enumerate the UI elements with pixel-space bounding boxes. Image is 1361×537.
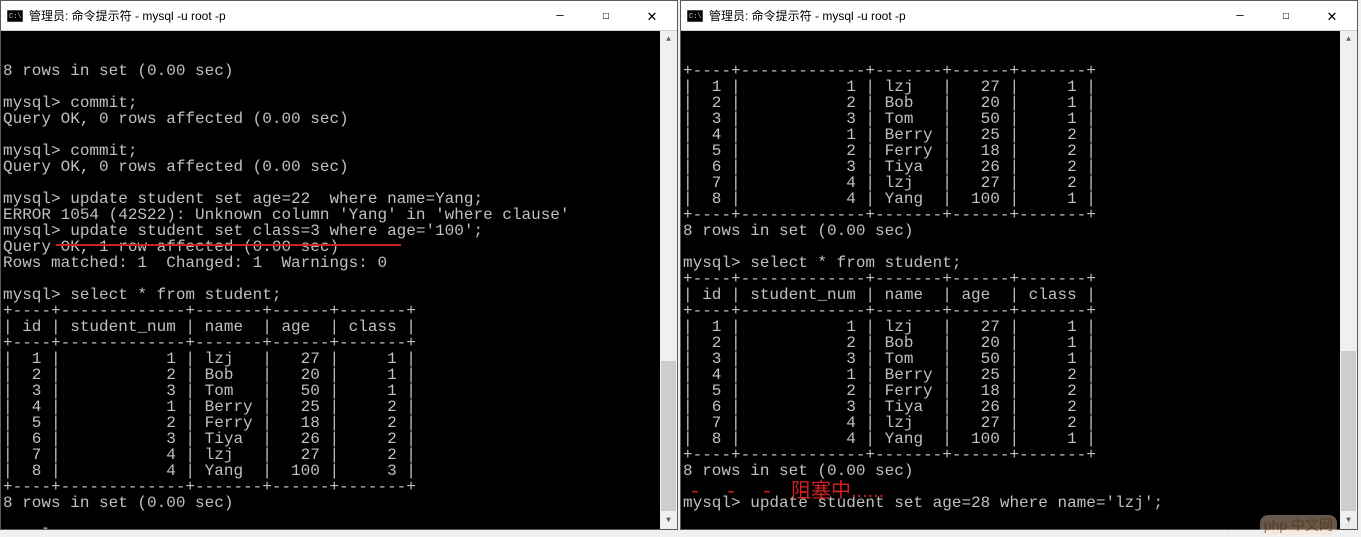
left-titlebar[interactable]: C:\ 管理员: 命令提示符 - mysql -u root -p ─ ☐ ✕ bbox=[1, 1, 677, 31]
terminal-line: 8 rows in set (0.00 sec) bbox=[683, 223, 1355, 239]
minimize-button[interactable]: ─ bbox=[1217, 2, 1263, 30]
svg-text:C:\: C:\ bbox=[689, 13, 702, 21]
red-underline-annotation bbox=[56, 244, 401, 246]
cmd-icon: C:\ bbox=[687, 8, 703, 24]
close-button[interactable]: ✕ bbox=[629, 2, 675, 30]
terminal-line: | 4 | 1 | Berry | 25 | 2 | bbox=[683, 367, 1355, 383]
terminal-line: +----+-------------+-------+------+-----… bbox=[683, 271, 1355, 287]
svg-text:C:\: C:\ bbox=[9, 13, 22, 21]
terminal-line: +----+-------------+-------+------+-----… bbox=[683, 447, 1355, 463]
terminal-line bbox=[3, 511, 675, 527]
left-window-title: 管理员: 命令提示符 - mysql -u root -p bbox=[29, 7, 537, 24]
scroll-up-icon[interactable]: ▲ bbox=[660, 31, 677, 48]
scroll-thumb[interactable] bbox=[661, 361, 676, 511]
terminal-line: 8 rows in set (0.00 sec) bbox=[3, 495, 675, 511]
terminal-line: | 6 | 3 | Tiya | 26 | 2 | bbox=[683, 399, 1355, 415]
terminal-line: | 4 | 1 | Berry | 25 | 2 | bbox=[3, 399, 675, 415]
terminal-line: +----+-------------+-------+------+-----… bbox=[3, 335, 675, 351]
scroll-down-icon[interactable]: ▼ bbox=[660, 512, 677, 529]
terminal-line bbox=[3, 79, 675, 95]
right-window: C:\ 管理员: 命令提示符 - mysql -u root -p ─ ☐ ✕ … bbox=[680, 0, 1358, 530]
right-terminal[interactable]: +----+-------------+-------+------+-----… bbox=[681, 31, 1357, 529]
watermark-php: php 中文网 bbox=[1260, 515, 1337, 535]
terminal-line: | 3 | 3 | Tom | 50 | 1 | bbox=[683, 111, 1355, 127]
terminal-line: mysql> select * from student; bbox=[3, 287, 675, 303]
terminal-line: mysql> commit; bbox=[3, 143, 675, 159]
terminal-line: | 5 | 2 | Ferry | 18 | 2 | bbox=[683, 383, 1355, 399]
close-button[interactable]: ✕ bbox=[1309, 2, 1355, 30]
terminal-line: | id | student_num | name | age | class … bbox=[683, 287, 1355, 303]
terminal-line: | 7 | 4 | lzj | 27 | 2 | bbox=[3, 447, 675, 463]
right-scrollbar[interactable]: ▲ ▼ bbox=[1340, 31, 1357, 529]
terminal-line: | 2 | 2 | Bob | 20 | 1 | bbox=[683, 335, 1355, 351]
terminal-line: | 6 | 3 | Tiya | 26 | 2 | bbox=[3, 431, 675, 447]
terminal-line: Query OK, 0 rows affected (0.00 sec) bbox=[3, 111, 675, 127]
left-terminal[interactable]: 8 rows in set (0.00 sec)mysql> commit;Qu… bbox=[1, 31, 677, 529]
terminal-line: | 2 | 2 | Bob | 20 | 1 | bbox=[3, 367, 675, 383]
terminal-line: | 8 | 4 | Yang | 100 | 1 | bbox=[683, 431, 1355, 447]
terminal-line: +----+-------------+-------+------+-----… bbox=[683, 63, 1355, 79]
terminal-line: | 4 | 1 | Berry | 25 | 2 | bbox=[683, 127, 1355, 143]
minimize-button[interactable]: ─ bbox=[537, 2, 583, 30]
terminal-line: | 2 | 2 | Bob | 20 | 1 | bbox=[683, 95, 1355, 111]
terminal-line: | 3 | 3 | Tom | 50 | 1 | bbox=[3, 383, 675, 399]
terminal-line: +----+-------------+-------+------+-----… bbox=[683, 207, 1355, 223]
left-window-controls: ─ ☐ ✕ bbox=[537, 2, 675, 30]
right-window-title: 管理员: 命令提示符 - mysql -u root -p bbox=[709, 7, 1217, 24]
terminal-line bbox=[3, 271, 675, 287]
terminal-line: mysql> update student set class=3 where … bbox=[3, 223, 675, 239]
terminal-line: | 8 | 4 | Yang | 100 | 1 | bbox=[683, 191, 1355, 207]
left-scrollbar[interactable]: ▲ ▼ bbox=[660, 31, 677, 529]
terminal-line: +----+-------------+-------+------+-----… bbox=[3, 479, 675, 495]
scroll-up-icon[interactable]: ▲ bbox=[1340, 31, 1357, 48]
terminal-line: | 1 | 1 | lzj | 27 | 1 | bbox=[683, 319, 1355, 335]
terminal-line: | 5 | 2 | Ferry | 18 | 2 | bbox=[3, 415, 675, 431]
terminal-line: mysql> bbox=[3, 527, 675, 529]
terminal-line: | 7 | 4 | lzj | 27 | 2 | bbox=[683, 175, 1355, 191]
right-window-controls: ─ ☐ ✕ bbox=[1217, 2, 1355, 30]
left-window: C:\ 管理员: 命令提示符 - mysql -u root -p ─ ☐ ✕ … bbox=[0, 0, 678, 530]
terminal-line: | 3 | 3 | Tom | 50 | 1 | bbox=[683, 351, 1355, 367]
terminal-line: mysql> update student set age=22 where n… bbox=[3, 191, 675, 207]
terminal-line: | 8 | 4 | Yang | 100 | 3 | bbox=[3, 463, 675, 479]
cmd-icon: C:\ bbox=[7, 8, 23, 24]
terminal-line: Query OK, 0 rows affected (0.00 sec) bbox=[3, 159, 675, 175]
red-blocking-annotation: 阻塞中...... bbox=[791, 483, 884, 499]
terminal-line: +----+-------------+-------+------+-----… bbox=[3, 303, 675, 319]
terminal-line: +----+-------------+-------+------+-----… bbox=[683, 303, 1355, 319]
terminal-line: mysql> select * from student; bbox=[683, 255, 1355, 271]
terminal-line: Query OK, 1 row affected (0.00 sec) bbox=[3, 239, 675, 255]
terminal-line: | 7 | 4 | lzj | 27 | 2 | bbox=[683, 415, 1355, 431]
terminal-line: | 6 | 3 | Tiya | 26 | 2 | bbox=[683, 159, 1355, 175]
terminal-line bbox=[3, 175, 675, 191]
terminal-line: | 5 | 2 | Ferry | 18 | 2 | bbox=[683, 143, 1355, 159]
terminal-line: | 1 | 1 | lzj | 27 | 1 | bbox=[683, 79, 1355, 95]
terminal-line: ERROR 1054 (42S22): Unknown column 'Yang… bbox=[3, 207, 675, 223]
terminal-line: | id | student_num | name | age | class … bbox=[3, 319, 675, 335]
terminal-line bbox=[683, 239, 1355, 255]
terminal-line: 8 rows in set (0.00 sec) bbox=[3, 63, 675, 79]
maximize-button[interactable]: ☐ bbox=[583, 2, 629, 30]
terminal-line: | 1 | 1 | lzj | 27 | 1 | bbox=[3, 351, 675, 367]
terminal-line: Rows matched: 1 Changed: 1 Warnings: 0 bbox=[3, 255, 675, 271]
right-titlebar[interactable]: C:\ 管理员: 命令提示符 - mysql -u root -p ─ ☐ ✕ bbox=[681, 1, 1357, 31]
terminal-line: mysql> commit; bbox=[3, 95, 675, 111]
terminal-line: 8 rows in set (0.00 sec) bbox=[683, 463, 1355, 479]
scroll-thumb[interactable] bbox=[1341, 351, 1356, 511]
maximize-button[interactable]: ☐ bbox=[1263, 2, 1309, 30]
terminal-line bbox=[3, 127, 675, 143]
